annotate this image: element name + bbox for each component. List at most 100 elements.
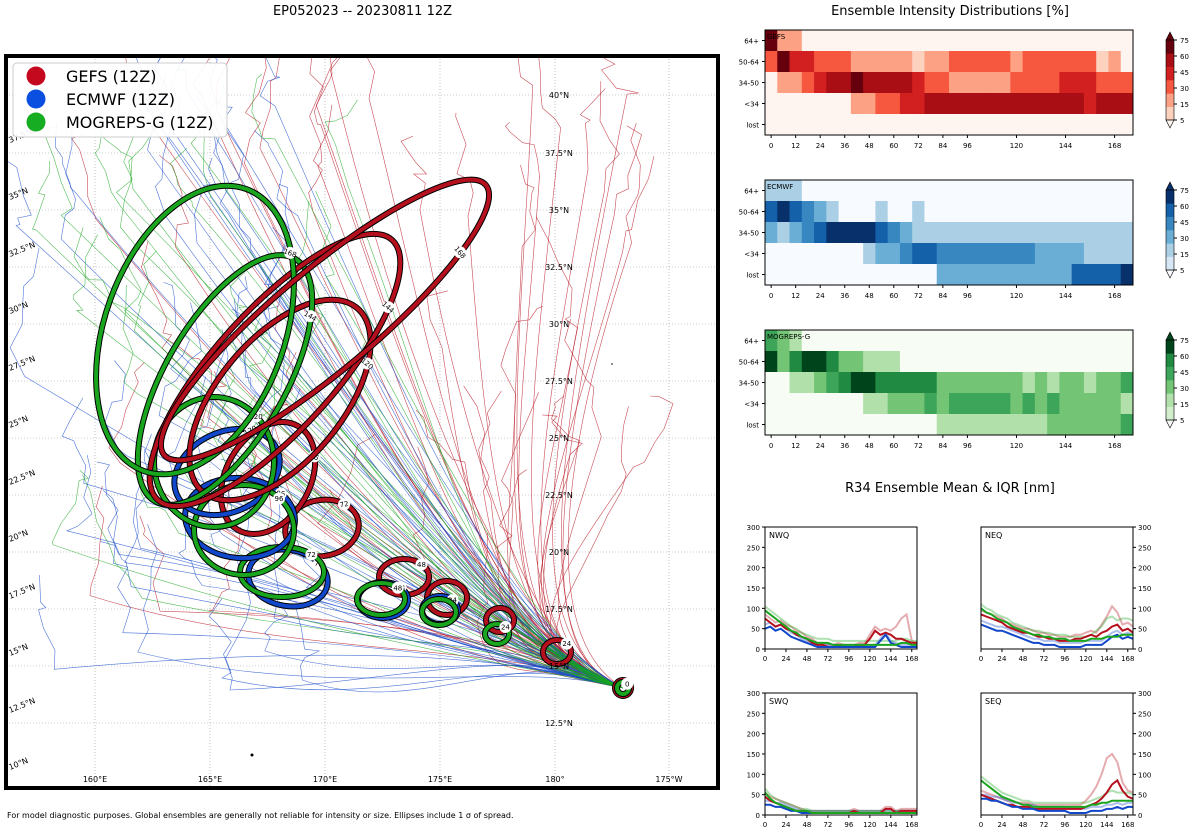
heatmap-cell xyxy=(789,114,803,136)
heatmap-cell xyxy=(1108,243,1122,265)
heatmap-cell xyxy=(1096,51,1109,73)
heatmap-cell xyxy=(949,72,962,94)
heatmap-cell xyxy=(936,372,950,394)
heatmap-cell xyxy=(1034,180,1048,202)
heatmap-cell xyxy=(961,51,974,73)
r34-plot-bg xyxy=(981,527,1133,649)
heatmap-cell xyxy=(1059,114,1073,136)
heatmap-x-label: 84 xyxy=(938,442,947,450)
mogreps-member-track xyxy=(135,463,624,689)
gefs-ellipse-144: 144 xyxy=(146,230,404,510)
ellipse-label: 120 xyxy=(249,413,262,421)
heatmap-cell xyxy=(887,243,901,265)
heatmap-cell xyxy=(1010,114,1023,136)
r34-x-label: 144 xyxy=(884,821,898,829)
heatmap-cell xyxy=(1096,330,1109,352)
heatmap-cell xyxy=(1096,30,1109,52)
heatmap-cell xyxy=(826,393,839,415)
island-dot xyxy=(250,753,254,757)
heatmap-cell xyxy=(899,114,913,136)
heatmap-cell xyxy=(875,351,889,373)
r34-x-label: 144 xyxy=(1100,821,1114,829)
heatmap-cell xyxy=(887,30,901,52)
colorbar-extend-top xyxy=(1165,181,1175,191)
heatmap-cell xyxy=(814,372,827,394)
colorbar-band xyxy=(1166,203,1174,217)
ellipse-label: 96 xyxy=(275,495,284,503)
heatmap-cell xyxy=(912,30,925,52)
colorbar-label: 60 xyxy=(1180,53,1189,61)
heatmap-row-label: 34-50 xyxy=(739,80,759,88)
mogreps-ellipse-24-ring xyxy=(483,622,511,646)
heatmap-cell xyxy=(789,372,803,394)
heatmap-cell xyxy=(789,180,803,202)
r34-iqr-line xyxy=(980,603,1134,638)
heatmap-cell xyxy=(961,114,974,136)
heatmap-cell xyxy=(863,180,876,202)
heatmap-cell xyxy=(985,201,999,223)
heatmap-cell xyxy=(826,93,839,115)
heatmap-cell xyxy=(961,372,974,394)
spread-ellipses: 0242424484848727272969696120120120144144… xyxy=(93,176,634,699)
heatmap-cell xyxy=(936,114,950,136)
r34-y-label: 50 xyxy=(751,626,760,634)
ecmwf-member-track xyxy=(132,433,624,689)
mogreps-member-track xyxy=(82,474,624,689)
heatmap-cell xyxy=(765,393,778,415)
ellipse-label: 48 xyxy=(393,584,402,592)
ellipse-label-bg xyxy=(305,548,318,561)
heatmap-cell xyxy=(863,330,876,352)
heatmap-cell xyxy=(936,243,950,265)
r34-plot-bg xyxy=(981,693,1133,815)
r34-panel-title: NWQ xyxy=(769,531,789,540)
heatmap-cell xyxy=(1059,372,1073,394)
colorbar-band xyxy=(1166,243,1174,257)
heatmap-cell xyxy=(912,393,925,415)
heatmap-cell xyxy=(789,414,803,436)
heatmap-cell xyxy=(814,72,827,94)
heatmap-x-label: 12 xyxy=(791,142,800,150)
r34-panel-title: SEQ xyxy=(985,697,1001,706)
r34-x-label: 168 xyxy=(905,655,918,663)
heatmap-cell xyxy=(1010,330,1023,352)
heatmap-x-label: 48 xyxy=(865,442,874,450)
heatmap-row-label: lost xyxy=(746,122,759,130)
ecmwf-member-track xyxy=(264,601,624,689)
legend-label: ECMWF (12Z) xyxy=(66,90,175,109)
heatmap-cell xyxy=(924,114,938,136)
heatmap-cell xyxy=(850,180,864,202)
heatmap-cell xyxy=(961,201,974,223)
heatmap-cell xyxy=(801,393,815,415)
r34-mean-line xyxy=(980,613,1134,642)
mogreps-ellipse-48-ring xyxy=(355,581,407,617)
heatmap-x-label: 84 xyxy=(938,142,947,150)
heatmap-cell xyxy=(801,201,815,223)
r34-y-label: 150 xyxy=(1138,585,1151,593)
r34-panel-title: SWQ xyxy=(769,697,788,706)
colorbar-label: 5 xyxy=(1180,267,1184,275)
heatmap-cell xyxy=(814,93,827,115)
heatmap-cell xyxy=(1034,51,1048,73)
mogreps-member-track xyxy=(315,190,624,689)
heatmap-cell xyxy=(1071,372,1085,394)
heatmap-cell xyxy=(1034,243,1048,265)
r34-y-label: 250 xyxy=(747,710,760,718)
heatmap-cell xyxy=(973,201,987,223)
heatmap-cell xyxy=(850,30,864,52)
lat-label: 35°N xyxy=(549,206,569,215)
heatmap-cell xyxy=(1047,180,1060,202)
heatmap-cell xyxy=(912,93,925,115)
heatmap-cell xyxy=(1083,93,1097,115)
lon-label: 180° xyxy=(545,775,564,784)
heatmap-cell xyxy=(1059,264,1073,286)
heatmap-cell xyxy=(985,222,999,244)
heatmap-cell xyxy=(887,93,901,115)
gefs-member-track xyxy=(215,56,624,689)
heatmap-cell xyxy=(1010,201,1023,223)
heatmap-cell xyxy=(985,114,999,136)
ellipse-label-bg xyxy=(415,558,428,571)
heatmap-cell xyxy=(985,180,999,202)
heatmap-cell xyxy=(887,222,901,244)
heatmap-x-label: 24 xyxy=(816,292,825,300)
heatmap-cell xyxy=(998,372,1011,394)
